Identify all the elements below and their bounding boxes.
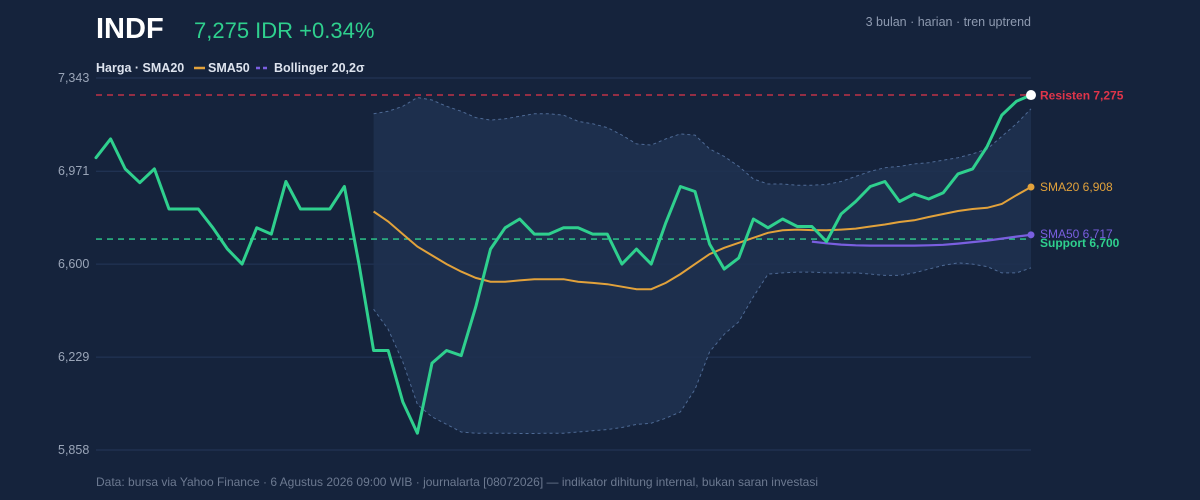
- bollinger-upper-line: [373, 96, 1032, 186]
- sma50-end-label: SMA50 6,717: [1040, 227, 1113, 241]
- bollinger-lower-line: [373, 262, 1032, 434]
- sma20-end-label: SMA20 6,908: [1040, 180, 1113, 194]
- y-tick-label: 6,600: [58, 257, 89, 271]
- end-markers: Resisten 7,275 SMA20 6,908 SMA50 6,717Supp…: [1026, 89, 1124, 250]
- legend: Harga · SMA20 SMA50 Bollinger 20,2σ: [96, 61, 365, 75]
- footer-source: Data: bursa via Yahoo Finance · 6 Agustu…: [96, 475, 818, 489]
- sma20-end-marker: [1027, 183, 1035, 191]
- price-change: 7,275 IDR +0.34%: [194, 18, 374, 43]
- price-end-marker: [1026, 90, 1036, 101]
- bollinger-band-area: [373, 97, 1032, 434]
- legend-bollinger: Bollinger 20,2σ: [274, 61, 365, 75]
- y-tick-label: 6,229: [58, 350, 89, 364]
- chart-meta: 3 bulan · harian · tren uptrend: [866, 15, 1031, 29]
- series-lines: [94, 93, 1033, 435]
- ticker-symbol: INDF: [96, 13, 164, 45]
- legend-sma50: SMA50: [208, 61, 250, 75]
- sma50-end-marker: [1027, 231, 1035, 239]
- bollinger-band: [373, 96, 1032, 434]
- support-label: Support 6,700: [1040, 236, 1120, 250]
- price-line: [94, 93, 1033, 435]
- sma50-line: [811, 233, 1032, 247]
- y-axis-ticks: 5,858 6,229 6,600 6,971 7,343: [58, 71, 89, 457]
- y-tick-label: 5,858: [58, 443, 89, 457]
- y-tick-label: 6,971: [58, 164, 89, 178]
- resistance-label: Resisten 7,275: [1040, 89, 1124, 103]
- legend-price-sma20: Harga · SMA20: [96, 61, 184, 75]
- y-tick-label: 7,343: [58, 71, 89, 85]
